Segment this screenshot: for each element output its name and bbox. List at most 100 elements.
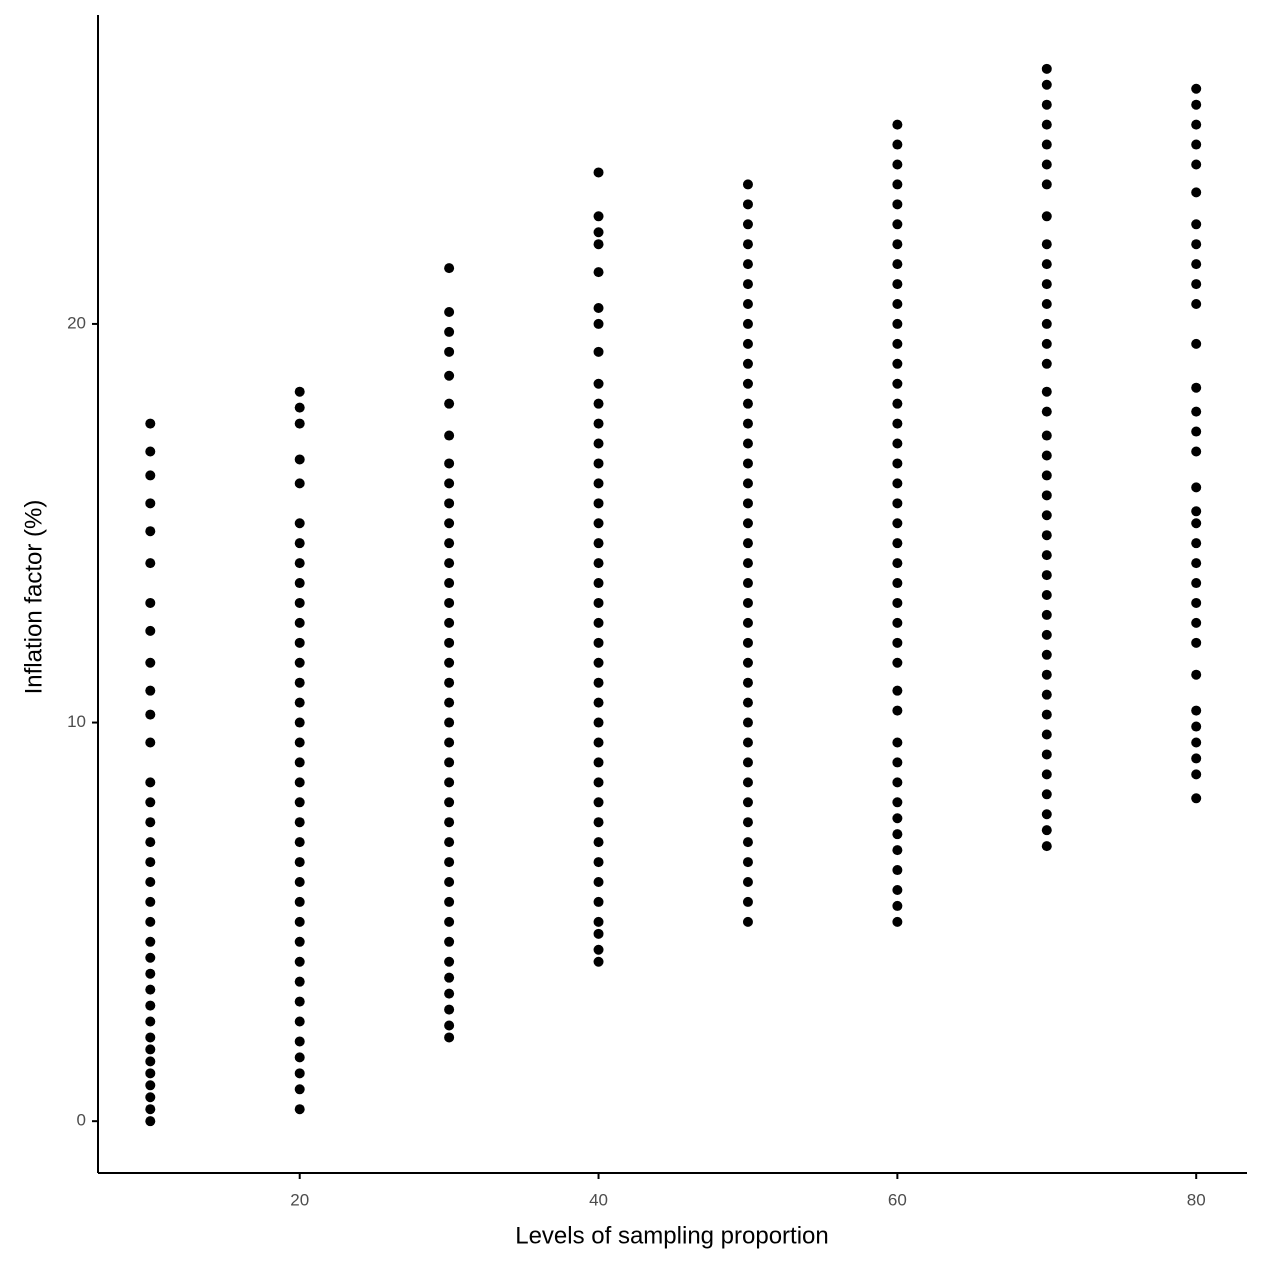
point <box>593 302 604 313</box>
point <box>444 936 455 947</box>
point <box>892 478 903 489</box>
point <box>294 1036 305 1047</box>
point <box>593 378 604 389</box>
point <box>145 1080 156 1091</box>
point <box>1041 570 1052 581</box>
point <box>1191 705 1202 716</box>
point <box>1191 793 1202 804</box>
point <box>1191 219 1202 230</box>
point <box>593 928 604 939</box>
point <box>892 685 903 696</box>
point <box>1191 299 1202 310</box>
point <box>1041 749 1052 760</box>
point <box>145 418 156 429</box>
point <box>145 498 156 509</box>
point <box>593 916 604 927</box>
point <box>892 657 903 668</box>
point <box>294 817 305 828</box>
point <box>1041 79 1052 90</box>
point <box>892 637 903 648</box>
point <box>892 900 903 911</box>
x-tick-label: 20 <box>290 1190 309 1209</box>
point <box>1041 99 1052 110</box>
point <box>145 896 156 907</box>
point <box>1041 709 1052 720</box>
point <box>294 1084 305 1095</box>
point <box>892 757 903 768</box>
point <box>294 454 305 465</box>
point <box>593 398 604 409</box>
point <box>444 637 455 648</box>
point <box>145 817 156 828</box>
point <box>444 538 455 549</box>
point <box>145 777 156 788</box>
point <box>145 737 156 748</box>
point <box>1041 119 1052 130</box>
point <box>1041 406 1052 417</box>
point <box>892 159 903 170</box>
point <box>892 378 903 389</box>
point <box>742 538 753 549</box>
point <box>294 956 305 967</box>
point <box>742 916 753 927</box>
point <box>1191 753 1202 764</box>
point <box>444 896 455 907</box>
point <box>892 438 903 449</box>
point <box>1191 239 1202 250</box>
point <box>294 578 305 589</box>
point <box>145 797 156 808</box>
point <box>593 418 604 429</box>
point <box>294 877 305 888</box>
point <box>742 558 753 569</box>
point <box>892 259 903 270</box>
point <box>742 677 753 688</box>
point <box>294 386 305 397</box>
point <box>892 865 903 876</box>
point <box>892 279 903 290</box>
point <box>593 637 604 648</box>
point <box>742 498 753 509</box>
point <box>593 239 604 250</box>
point <box>892 498 903 509</box>
point <box>294 518 305 529</box>
point <box>1041 490 1052 501</box>
point <box>742 219 753 230</box>
point <box>1041 530 1052 541</box>
point <box>742 318 753 329</box>
point <box>892 338 903 349</box>
point <box>1191 426 1202 437</box>
point <box>294 657 305 668</box>
point <box>444 346 455 357</box>
point <box>892 358 903 369</box>
point <box>294 936 305 947</box>
point <box>742 877 753 888</box>
point <box>145 709 156 720</box>
point <box>742 657 753 668</box>
point <box>444 263 455 274</box>
point <box>444 797 455 808</box>
point <box>742 398 753 409</box>
point <box>294 1104 305 1115</box>
point <box>593 578 604 589</box>
point <box>1041 211 1052 222</box>
point <box>444 478 455 489</box>
point <box>1041 239 1052 250</box>
point <box>444 972 455 983</box>
point <box>742 837 753 848</box>
point <box>444 737 455 748</box>
point <box>1191 99 1202 110</box>
point <box>1041 629 1052 640</box>
point <box>593 438 604 449</box>
point <box>145 857 156 868</box>
point <box>1041 299 1052 310</box>
point <box>742 617 753 628</box>
point <box>1191 558 1202 569</box>
point <box>742 777 753 788</box>
point <box>892 299 903 310</box>
point <box>294 617 305 628</box>
point <box>892 829 903 840</box>
point <box>742 717 753 728</box>
point <box>593 657 604 668</box>
point <box>145 597 156 608</box>
point <box>1041 609 1052 620</box>
